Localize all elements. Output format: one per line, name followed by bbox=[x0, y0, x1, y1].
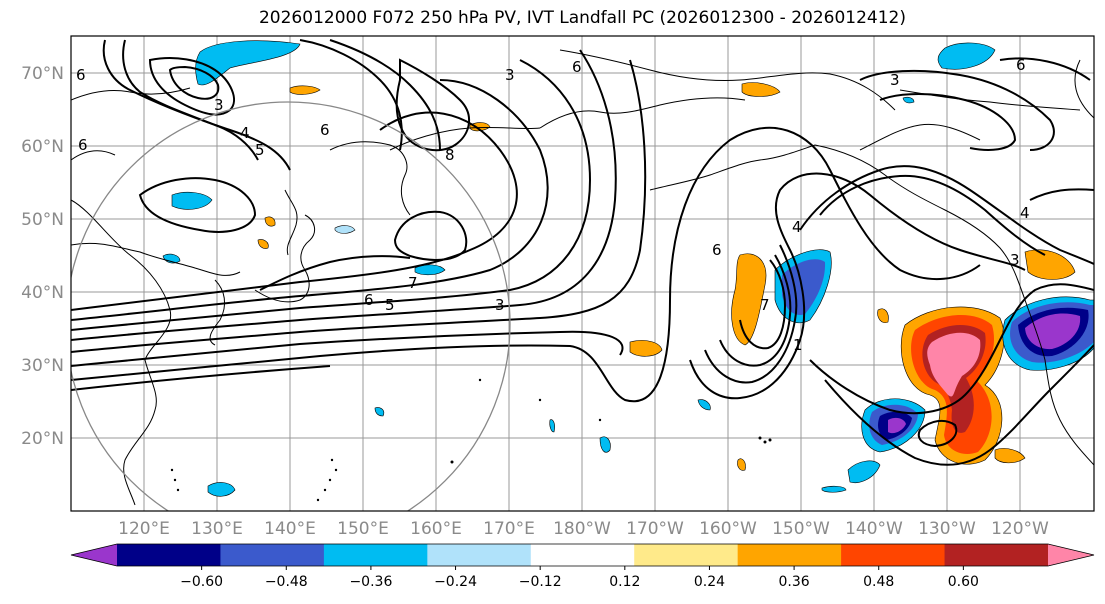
colorbar-segment bbox=[530, 544, 635, 566]
contour-label: 6 bbox=[1016, 56, 1026, 74]
lon-label: 150°W bbox=[772, 519, 830, 539]
contour-label: 5 bbox=[385, 296, 395, 314]
contour-label: 4 bbox=[792, 218, 802, 236]
lon-label: 170°W bbox=[626, 519, 684, 539]
lon-label: 130°W bbox=[918, 519, 976, 539]
lon-label: 140°E bbox=[264, 519, 316, 539]
contour-label: 6 bbox=[364, 291, 374, 309]
pv-contours bbox=[71, 39, 1094, 466]
lon-label: 170°E bbox=[483, 519, 535, 539]
contour-label: 7 bbox=[760, 296, 770, 314]
contour-label: 4 bbox=[1020, 204, 1030, 222]
contour-label: 7 bbox=[408, 274, 418, 292]
contour-label: 6 bbox=[572, 58, 582, 76]
colorbar-segment bbox=[944, 544, 1049, 566]
contour-label: 6 bbox=[712, 241, 722, 259]
contour-label: 3 bbox=[214, 96, 224, 114]
lat-label: 30°N bbox=[21, 356, 64, 376]
contour-label: 1 bbox=[793, 336, 803, 354]
contour-label: 6 bbox=[78, 136, 88, 154]
coastlines bbox=[71, 49, 1094, 506]
lat-label: 40°N bbox=[21, 283, 64, 303]
lat-label: 20°N bbox=[21, 429, 64, 449]
contour-label: 3 bbox=[890, 71, 900, 89]
colorbar-tick-label: −0.12 bbox=[519, 574, 562, 590]
colorbar-tick-label: 0.36 bbox=[779, 574, 810, 590]
contour-labels: 6 3 4 5 6 6 7 6 5 3 3 6 3 6 7 1 4 3 6 4 … bbox=[76, 56, 1030, 354]
lon-label: 130°E bbox=[191, 519, 243, 539]
contour-label: 3 bbox=[495, 296, 505, 314]
colorbar-tick-label: 0.60 bbox=[948, 574, 979, 590]
colorbar-segment bbox=[634, 544, 739, 566]
colorbar-segment bbox=[117, 544, 221, 566]
colorbar-segment bbox=[427, 544, 532, 566]
contour-label: 3 bbox=[1010, 251, 1020, 269]
colorbar-segment bbox=[737, 544, 842, 566]
colorbar-tick-label: 0.12 bbox=[609, 574, 640, 590]
colorbar-low-extend bbox=[71, 544, 117, 566]
lat-labels: 70°N 60°N 50°N 40°N 30°N 20°N bbox=[21, 64, 64, 449]
islands bbox=[170, 378, 772, 502]
colorbar-tick-label: 0.48 bbox=[863, 574, 894, 590]
lon-label: 160°E bbox=[410, 519, 462, 539]
colorbar: −0.60 −0.48 −0.36 −0.24 −0.12 0.12 0.24 0.36 0.4… bbox=[70, 543, 1095, 590]
contour-label: 8 bbox=[445, 146, 455, 164]
lon-label: 180°W bbox=[553, 519, 611, 539]
lon-label: 140°W bbox=[845, 519, 903, 539]
map-title: 2026012000 F072 250 hPa PV, IVT Landfall… bbox=[258, 8, 906, 28]
lat-label: 70°N bbox=[21, 64, 64, 84]
colorbar-tick-label: −0.24 bbox=[434, 574, 477, 590]
colorbar-tick-label: −0.36 bbox=[349, 574, 392, 590]
lat-label: 60°N bbox=[21, 137, 64, 157]
colorbar-segment bbox=[220, 544, 325, 566]
colorbar-tick-label: −0.48 bbox=[265, 574, 308, 590]
lat-label: 50°N bbox=[21, 210, 64, 230]
contour-label: 4 bbox=[240, 124, 250, 142]
contour-label: 6 bbox=[76, 66, 86, 84]
map-frame bbox=[70, 35, 1095, 512]
colorbar-segment bbox=[323, 544, 428, 566]
lon-label: 120°W bbox=[991, 519, 1049, 539]
colorbar-segment bbox=[841, 544, 946, 566]
colorbar-high-extend bbox=[1048, 544, 1094, 566]
lon-label: 160°W bbox=[699, 519, 757, 539]
colorbar-tick-label: −0.60 bbox=[180, 574, 223, 590]
contour-label: 6 bbox=[320, 121, 330, 139]
colorbar-tick-label: 0.24 bbox=[694, 574, 725, 590]
contour-label: 3 bbox=[505, 66, 515, 84]
lon-label: 120°E bbox=[118, 519, 170, 539]
lon-labels: 120°E 130°E 140°E 150°E 160°E 170°E 180°… bbox=[118, 519, 1049, 539]
contour-label: 5 bbox=[255, 141, 265, 159]
region-circle bbox=[71, 101, 511, 511]
lon-label: 150°E bbox=[337, 519, 389, 539]
